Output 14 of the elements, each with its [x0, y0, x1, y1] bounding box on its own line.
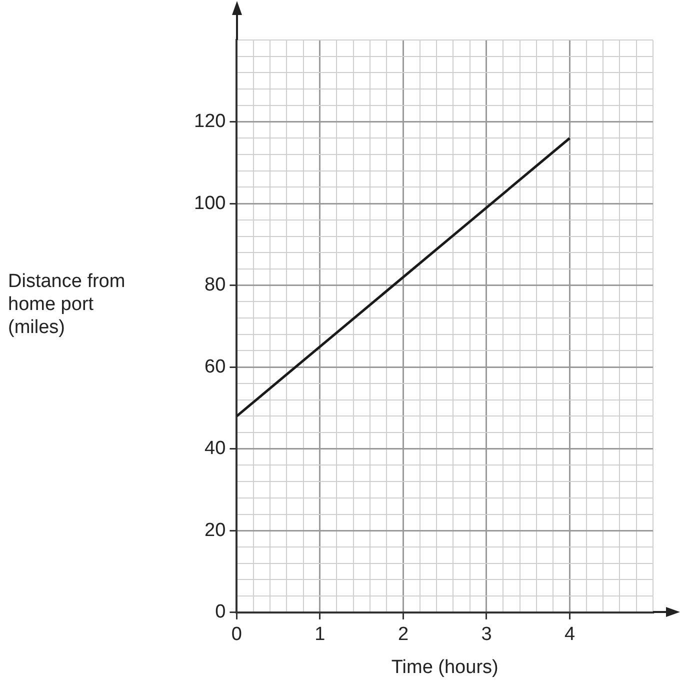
y-axis-title: Distance from home port (miles) [8, 270, 126, 339]
y-tick-label: 60 [204, 356, 226, 378]
x-tick-label: 0 [231, 624, 242, 646]
y-tick-label: 40 [204, 438, 226, 460]
y-tick-label: 120 [194, 111, 226, 132]
y-tick-label: 80 [204, 274, 226, 296]
y-tick-label: 0 [215, 602, 226, 623]
y-tick-label: 100 [194, 192, 226, 214]
x-tick-label: 4 [564, 624, 576, 646]
y-tick-label: 20 [204, 520, 226, 541]
x-tick-label: 3 [481, 624, 492, 646]
x-tick-label: 2 [398, 624, 409, 646]
x-axis-title: Time (hours) [391, 656, 498, 678]
x-tick-label: 1 [314, 624, 326, 646]
